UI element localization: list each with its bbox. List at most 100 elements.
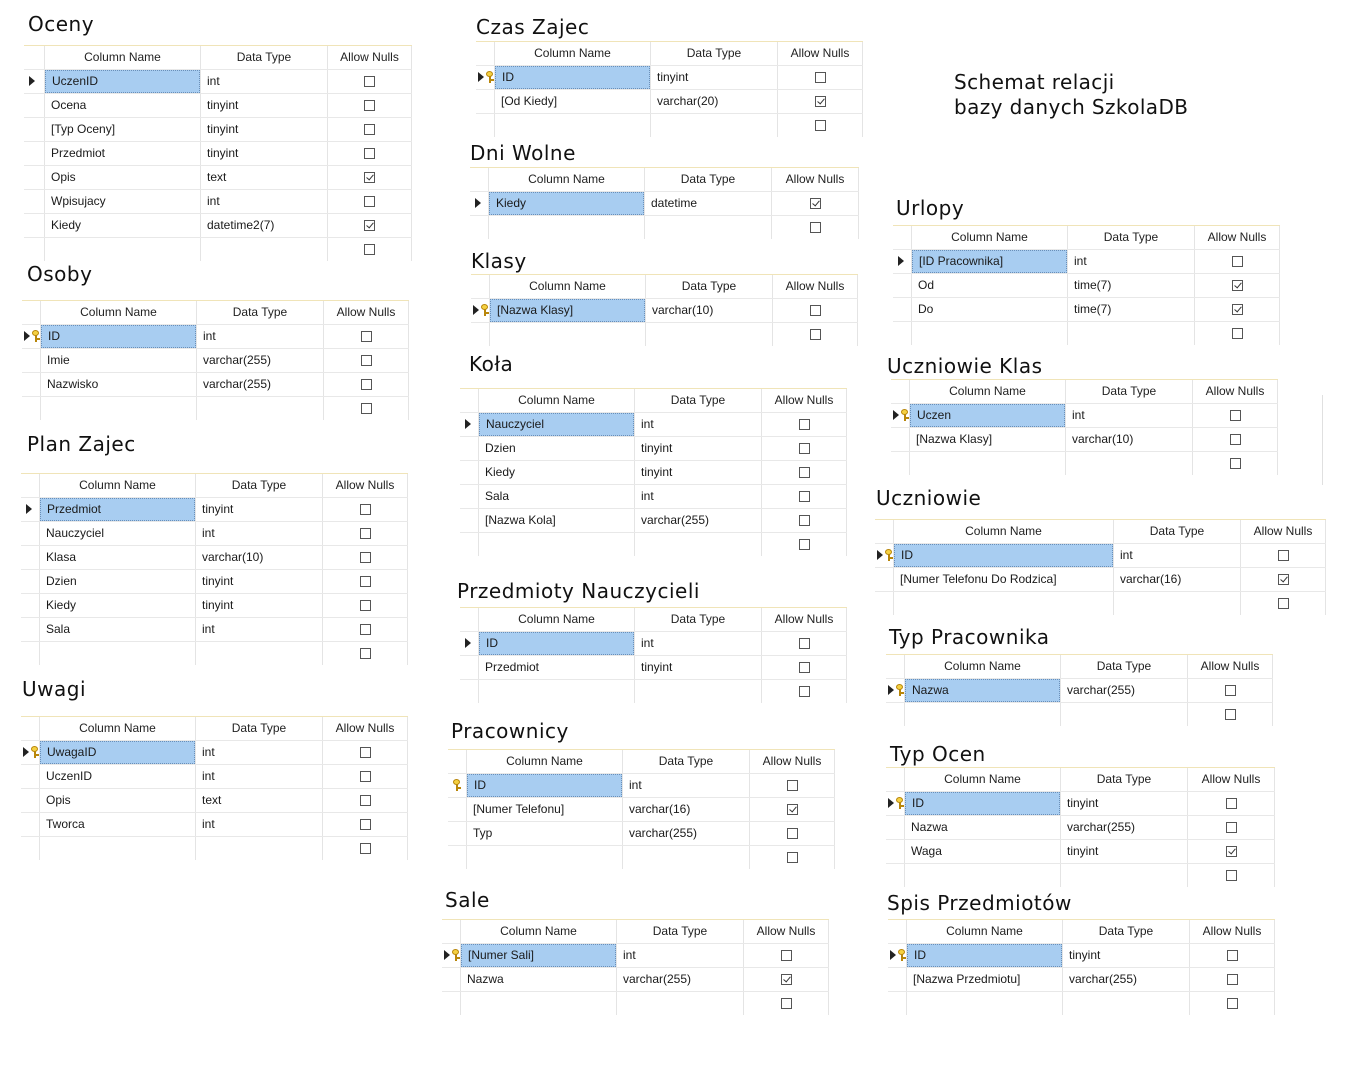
data-type-cell[interactable]: int — [196, 741, 323, 764]
table-row[interactable] — [24, 237, 412, 261]
table-title-osoby[interactable]: Osoby — [27, 262, 93, 286]
column-name-header[interactable]: Column Name — [894, 520, 1114, 543]
data-type-cell[interactable] — [617, 992, 744, 1015]
column-name-cell[interactable] — [45, 238, 201, 261]
allow-nulls-checkbox[interactable] — [359, 771, 371, 782]
data-type-cell[interactable] — [1068, 322, 1195, 345]
row-selector[interactable] — [21, 813, 40, 836]
allow-nulls-checkbox[interactable] — [1277, 598, 1289, 609]
allow-nulls-checkbox[interactable] — [1231, 256, 1243, 267]
row-selector[interactable] — [891, 428, 910, 451]
allow-nulls-checkbox[interactable] — [360, 331, 372, 342]
data-type-cell[interactable]: varchar(255) — [623, 822, 750, 845]
column-name-cell[interactable]: Ocena — [45, 94, 201, 117]
data-type-cell[interactable]: tinyint — [196, 498, 323, 521]
column-name-cell[interactable] — [489, 216, 645, 239]
data-type-header[interactable]: Data Type — [196, 717, 323, 740]
allow-nulls-checkbox[interactable] — [359, 552, 371, 563]
allow-nulls-checkbox[interactable] — [1231, 304, 1243, 315]
data-type-cell[interactable]: int — [196, 765, 323, 788]
allow-nulls-checkbox[interactable] — [814, 96, 826, 107]
row-selector[interactable] — [448, 822, 467, 845]
column-name-header[interactable]: Column Name — [912, 226, 1068, 249]
data-type-cell[interactable]: tinyint — [201, 94, 328, 117]
data-type-cell[interactable]: time(7) — [1068, 298, 1195, 321]
table-row[interactable]: Nazwa varchar(255) — [886, 815, 1275, 839]
table-row[interactable]: Do time(7) — [893, 297, 1280, 321]
column-name-cell[interactable]: [Nazwa Kola] — [479, 509, 635, 532]
data-type-cell[interactable]: varchar(16) — [623, 798, 750, 821]
table-row[interactable]: Nazwisko varchar(255) — [22, 372, 409, 396]
data-type-cell[interactable]: tinyint — [1061, 792, 1188, 815]
row-selector[interactable] — [24, 94, 45, 117]
allow-nulls-checkbox[interactable] — [786, 804, 798, 815]
allow-nulls-checkbox[interactable] — [359, 624, 371, 635]
table-title-klasy[interactable]: Klasy — [471, 249, 527, 273]
allow-nulls-checkbox[interactable] — [786, 852, 798, 863]
table-title-oceny[interactable]: Oceny — [28, 12, 95, 36]
data-type-header[interactable]: Data Type — [196, 474, 323, 497]
table-row[interactable]: ID tinyint — [888, 943, 1275, 967]
table-title-spis-przedmiotow[interactable]: Spis Przedmiotów — [887, 891, 1072, 915]
allow-nulls-checkbox[interactable] — [798, 443, 810, 454]
column-name-header[interactable]: Column Name — [907, 920, 1063, 943]
table-row[interactable]: Kiedy tinyint — [460, 460, 847, 484]
table-row[interactable]: Dzien tinyint — [21, 569, 408, 593]
data-type-cell[interactable] — [635, 533, 762, 556]
table-row[interactable]: UczenID int — [21, 764, 408, 788]
allow-nulls-header[interactable]: Allow Nulls — [778, 42, 863, 65]
row-selector[interactable] — [460, 680, 479, 703]
row-selector[interactable] — [891, 404, 910, 427]
row-selector[interactable] — [442, 968, 461, 991]
row-selector[interactable] — [471, 323, 490, 346]
data-type-cell[interactable] — [645, 216, 772, 239]
row-selector[interactable] — [875, 568, 894, 591]
column-name-cell[interactable]: Do — [912, 298, 1068, 321]
data-type-header[interactable]: Data Type — [651, 42, 778, 65]
table-row[interactable] — [888, 991, 1275, 1015]
row-selector[interactable] — [24, 142, 45, 165]
column-name-cell[interactable] — [905, 864, 1061, 887]
row-selector[interactable] — [888, 968, 907, 991]
table-title-plan-zajec[interactable]: Plan Zajec — [27, 432, 136, 456]
column-name-cell[interactable] — [910, 452, 1066, 475]
allow-nulls-checkbox[interactable] — [364, 148, 375, 159]
data-type-cell[interactable] — [623, 846, 750, 869]
table-row[interactable] — [886, 702, 1273, 726]
data-type-cell[interactable]: tinyint — [196, 594, 323, 617]
table-title-uwagi[interactable]: Uwagi — [22, 677, 87, 701]
data-type-cell[interactable] — [1066, 452, 1193, 475]
allow-nulls-checkbox[interactable] — [1225, 798, 1237, 809]
data-type-cell[interactable]: text — [201, 166, 328, 189]
table-row[interactable]: [Nazwa Przedmiotu] varchar(255) — [888, 967, 1275, 991]
column-name-cell[interactable]: Kiedy — [489, 192, 645, 215]
table-row[interactable] — [442, 991, 829, 1015]
column-name-header[interactable]: Column Name — [479, 389, 635, 412]
table-row[interactable]: ID tinyint — [476, 65, 863, 89]
data-type-header[interactable]: Data Type — [1114, 520, 1241, 543]
column-name-cell[interactable]: UczenID — [40, 765, 196, 788]
column-name-cell[interactable]: Sala — [479, 485, 635, 508]
data-type-cell[interactable] — [1061, 703, 1188, 726]
column-name-cell[interactable]: [Nazwa Przedmiotu] — [907, 968, 1063, 991]
column-name-header[interactable]: Column Name — [910, 380, 1066, 403]
data-type-cell[interactable]: datetime2(7) — [201, 214, 328, 237]
allow-nulls-checkbox[interactable] — [1231, 328, 1243, 339]
allow-nulls-checkbox[interactable] — [798, 467, 810, 478]
table-title-czas-zajec[interactable]: Czas Zajec — [476, 15, 590, 39]
allow-nulls-checkbox[interactable] — [809, 198, 821, 209]
table-row[interactable] — [460, 679, 847, 703]
table-row[interactable]: Klasa varchar(10) — [21, 545, 408, 569]
table-row[interactable]: Sala int — [460, 484, 847, 508]
row-selector[interactable] — [448, 846, 467, 869]
data-type-cell[interactable]: text — [196, 789, 323, 812]
data-type-cell[interactable]: int — [196, 813, 323, 836]
allow-nulls-checkbox[interactable] — [364, 124, 375, 135]
allow-nulls-checkbox[interactable] — [798, 638, 810, 649]
column-name-header[interactable]: Column Name — [905, 655, 1061, 678]
row-selector[interactable] — [442, 992, 461, 1015]
table-row[interactable]: [Numer Telefonu Do Rodzica] varchar(16) — [875, 567, 1326, 591]
column-name-cell[interactable]: ID — [495, 66, 651, 89]
column-name-cell[interactable] — [490, 323, 646, 346]
allow-nulls-checkbox[interactable] — [798, 515, 810, 526]
